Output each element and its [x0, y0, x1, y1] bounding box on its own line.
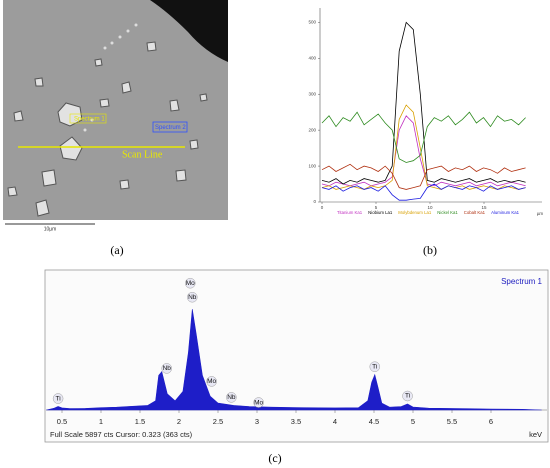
- line-scan-chart: 0 100 200 300 400 500 0 5 10 15 µm Titanium Ka1 Niob…: [308, 8, 543, 257]
- x-tick-label: 1.5: [135, 417, 145, 426]
- peak-label: Nb: [163, 365, 172, 372]
- dark-region: [150, 0, 228, 62]
- legend-entry: Molybdenum La1: [398, 210, 432, 215]
- annotation-badge: [52, 393, 64, 404]
- particles: [7, 41, 208, 217]
- x-tick-label: 0.5: [57, 417, 67, 426]
- peak-label: Mo: [207, 378, 216, 385]
- series-line: [321, 21, 526, 185]
- peak-label: Nb: [227, 394, 236, 401]
- x-tick-label: 3.5: [291, 417, 301, 426]
- scale-strip: [3, 220, 228, 232]
- x-tick-label: 4: [333, 417, 337, 426]
- series-line: [321, 163, 526, 190]
- annotation-badge: [226, 392, 237, 403]
- spectrum-box: [69, 113, 107, 124]
- annotation-badge: [185, 278, 196, 289]
- plot-frame: [44, 269, 549, 443]
- peak-label: Nb: [188, 294, 197, 301]
- bright-chain: [83, 23, 138, 132]
- annotation-badge: [206, 376, 217, 387]
- scan-line-label: Scan Line: [122, 149, 163, 160]
- series-line: [321, 115, 526, 187]
- legend-entry: Aluminum Ka1: [491, 210, 520, 215]
- legend-entry: Titanium Ka1: [337, 210, 363, 215]
- series-line: [321, 183, 526, 201]
- y-tick-label: 100: [308, 163, 316, 168]
- series-line: [321, 104, 526, 190]
- y-tick-label: 0: [313, 199, 316, 204]
- sem-image: Spectrum 1 Spectrum 2 Scan Line 10µm (a): [3, 0, 228, 257]
- legend-entry: Cobalt Ka1: [464, 210, 486, 215]
- x-tick-label: 2: [177, 417, 181, 426]
- chart-title: Spectrum 1: [501, 277, 542, 286]
- spectrum-box: [152, 121, 188, 133]
- y-tick-label: 200: [308, 127, 316, 132]
- caption: (a): [110, 243, 123, 257]
- peak-label: Ti: [56, 395, 61, 402]
- y-tick-label: 500: [308, 20, 316, 25]
- sem-background: [3, 0, 228, 220]
- spectrum-label: Spectrum 2: [155, 125, 186, 131]
- spectrum-area: [46, 309, 542, 411]
- x-unit: µm: [537, 211, 544, 216]
- eds-spectrum: Spectrum 1 0.5 1 1.5 2 2.5 3 3.5 4 4.5 5 5.5 6 Ti Nb Mo…: [44, 269, 549, 465]
- x-tick-label: 1: [99, 417, 103, 426]
- y-tick-label: 300: [308, 91, 316, 96]
- scale-bar-label: 10µm: [44, 226, 57, 232]
- x-tick-label: 5: [375, 205, 378, 210]
- caption: (b): [423, 243, 437, 257]
- spectrum-label: Spectrum 1: [74, 117, 105, 123]
- peak-label: Ti: [372, 363, 377, 370]
- x-tick-label: 4.5: [369, 417, 379, 426]
- x-tick-label: 6: [489, 417, 493, 426]
- x-tick-label: 2.5: [213, 417, 223, 426]
- peak-label: Mo: [254, 399, 263, 406]
- x-label: keV: [529, 430, 542, 439]
- annotation-badge: [187, 292, 198, 303]
- series-line: [321, 111, 526, 163]
- annotation-badge: [253, 397, 264, 408]
- peak-label: Ti: [405, 393, 410, 400]
- legend-entry: Nickel Ka1: [437, 210, 458, 215]
- x-tick-label: 0: [321, 205, 324, 210]
- x-tick-label: 15: [481, 205, 487, 210]
- x-tick-label: 5: [411, 417, 415, 426]
- annotation-badge: [369, 361, 380, 372]
- x-tick-label: 10: [427, 205, 433, 210]
- x-tick-label: 3: [255, 417, 259, 426]
- annotation-badge: [161, 363, 172, 374]
- legend-entry: Niobium La1: [368, 210, 393, 215]
- footer: Full Scale 5897 cts Cursor: 0.323 (363 c…: [50, 430, 193, 439]
- annotation-badge: [402, 390, 413, 402]
- caption: (c): [268, 451, 281, 465]
- y-tick-label: 400: [308, 55, 316, 60]
- peak-label: Mo: [186, 280, 195, 287]
- x-tick-label: 5.5: [447, 417, 457, 426]
